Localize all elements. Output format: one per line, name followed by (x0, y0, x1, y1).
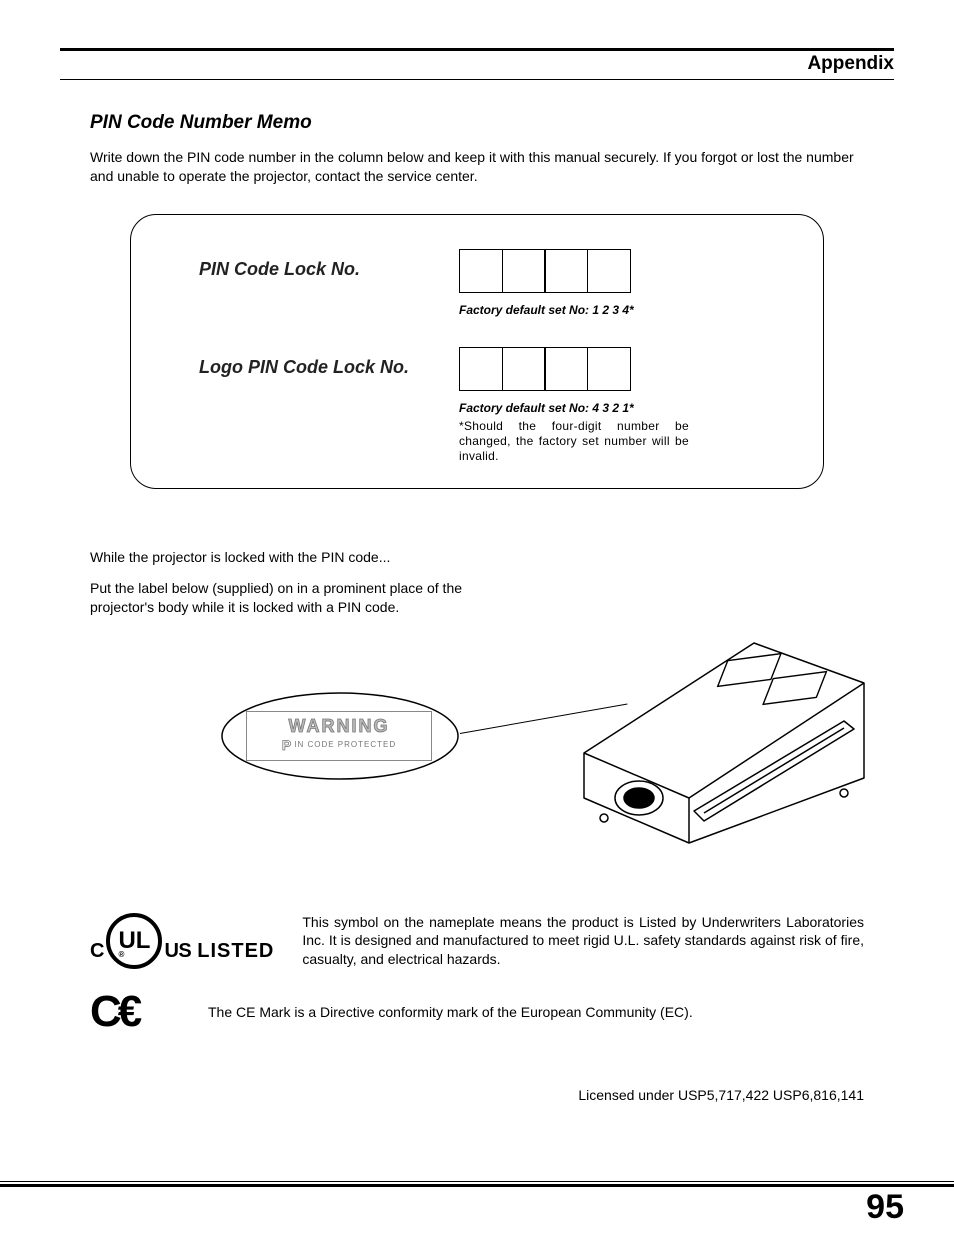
pin-memo-box: PIN Code Lock No. Factory default set No… (130, 214, 824, 489)
logo-pin-right: Factory default set No: 4 3 2 1* *Should… (459, 347, 783, 464)
pin-cell[interactable] (459, 249, 503, 293)
pin-cell[interactable] (587, 347, 631, 391)
ce-cert-text: The CE Mark is a Directive conformity ma… (208, 1003, 864, 1022)
pin-cell[interactable] (544, 347, 588, 391)
pin-lock-label: PIN Code Lock No. (199, 249, 459, 280)
header-rule-thick (60, 48, 894, 51)
logo-pin-cells (459, 347, 783, 391)
pin-cell[interactable] (544, 249, 588, 293)
page-number: 95 (866, 1188, 904, 1227)
ul-circle: UL ® (106, 913, 162, 969)
warning-sub-text: IN CODE PROTECTED (294, 740, 396, 749)
put-label-text: Put the label below (supplied) on in a p… (90, 579, 510, 617)
ul-c-letter: C (90, 940, 104, 963)
logo-pin-asterisk-note: *Should the four-digit number be changed… (459, 419, 689, 464)
ce-mark-icon: C€ (90, 987, 180, 1037)
warning-label-illustration: WARNING P IN CODE PROTECTED (90, 633, 864, 863)
pin-row-lock: PIN Code Lock No. Factory default set No… (199, 249, 783, 317)
warning-subtitle: P IN CODE PROTECTED (247, 737, 431, 753)
logo-pin-label: Logo PIN Code Lock No. (199, 347, 459, 378)
projector-icon (544, 633, 874, 853)
ul-registered: ® (118, 950, 124, 959)
pin-cell[interactable] (587, 249, 631, 293)
while-locked-text: While the projector is locked with the P… (90, 549, 864, 565)
pin-lock-cells (459, 249, 783, 293)
footer-rules (0, 1181, 954, 1187)
page-root: Appendix PIN Code Number Memo Write down… (0, 0, 954, 1235)
ce-cert-row: C€ The CE Mark is a Directive conformity… (90, 987, 864, 1037)
ul-us-letters: US (164, 940, 191, 963)
warning-placard: WARNING P IN CODE PROTECTED (246, 711, 432, 761)
logo-pin-factory: Factory default set No: 4 3 2 1* (459, 401, 783, 415)
ul-cert-text: This symbol on the nameplate means the p… (302, 913, 864, 970)
license-text: Licensed under USP5,717,422 USP6,816,141 (60, 1087, 864, 1103)
header-appendix: Appendix (60, 53, 894, 80)
section-intro: Write down the PIN code number in the co… (90, 148, 864, 186)
ul-cert-row: C UL ® US LISTED This symbol on the name… (90, 913, 864, 970)
pin-cell[interactable] (502, 249, 546, 293)
p-icon: P (282, 737, 292, 753)
pin-row-logo: Logo PIN Code Lock No. Factory default s… (199, 347, 783, 464)
pin-lock-factory: Factory default set No: 1 2 3 4* (459, 303, 783, 317)
pin-cell[interactable] (459, 347, 503, 391)
pin-lock-right: Factory default set No: 1 2 3 4* (459, 249, 783, 317)
ul-listed-word: LISTED (197, 940, 274, 963)
pin-cell[interactable] (502, 347, 546, 391)
warning-title: WARNING (247, 716, 431, 737)
ul-listed-icon: C UL ® US LISTED (90, 913, 274, 969)
warning-callout: WARNING P IN CODE PROTECTED (220, 691, 460, 781)
section-title: PIN Code Number Memo (90, 112, 894, 134)
